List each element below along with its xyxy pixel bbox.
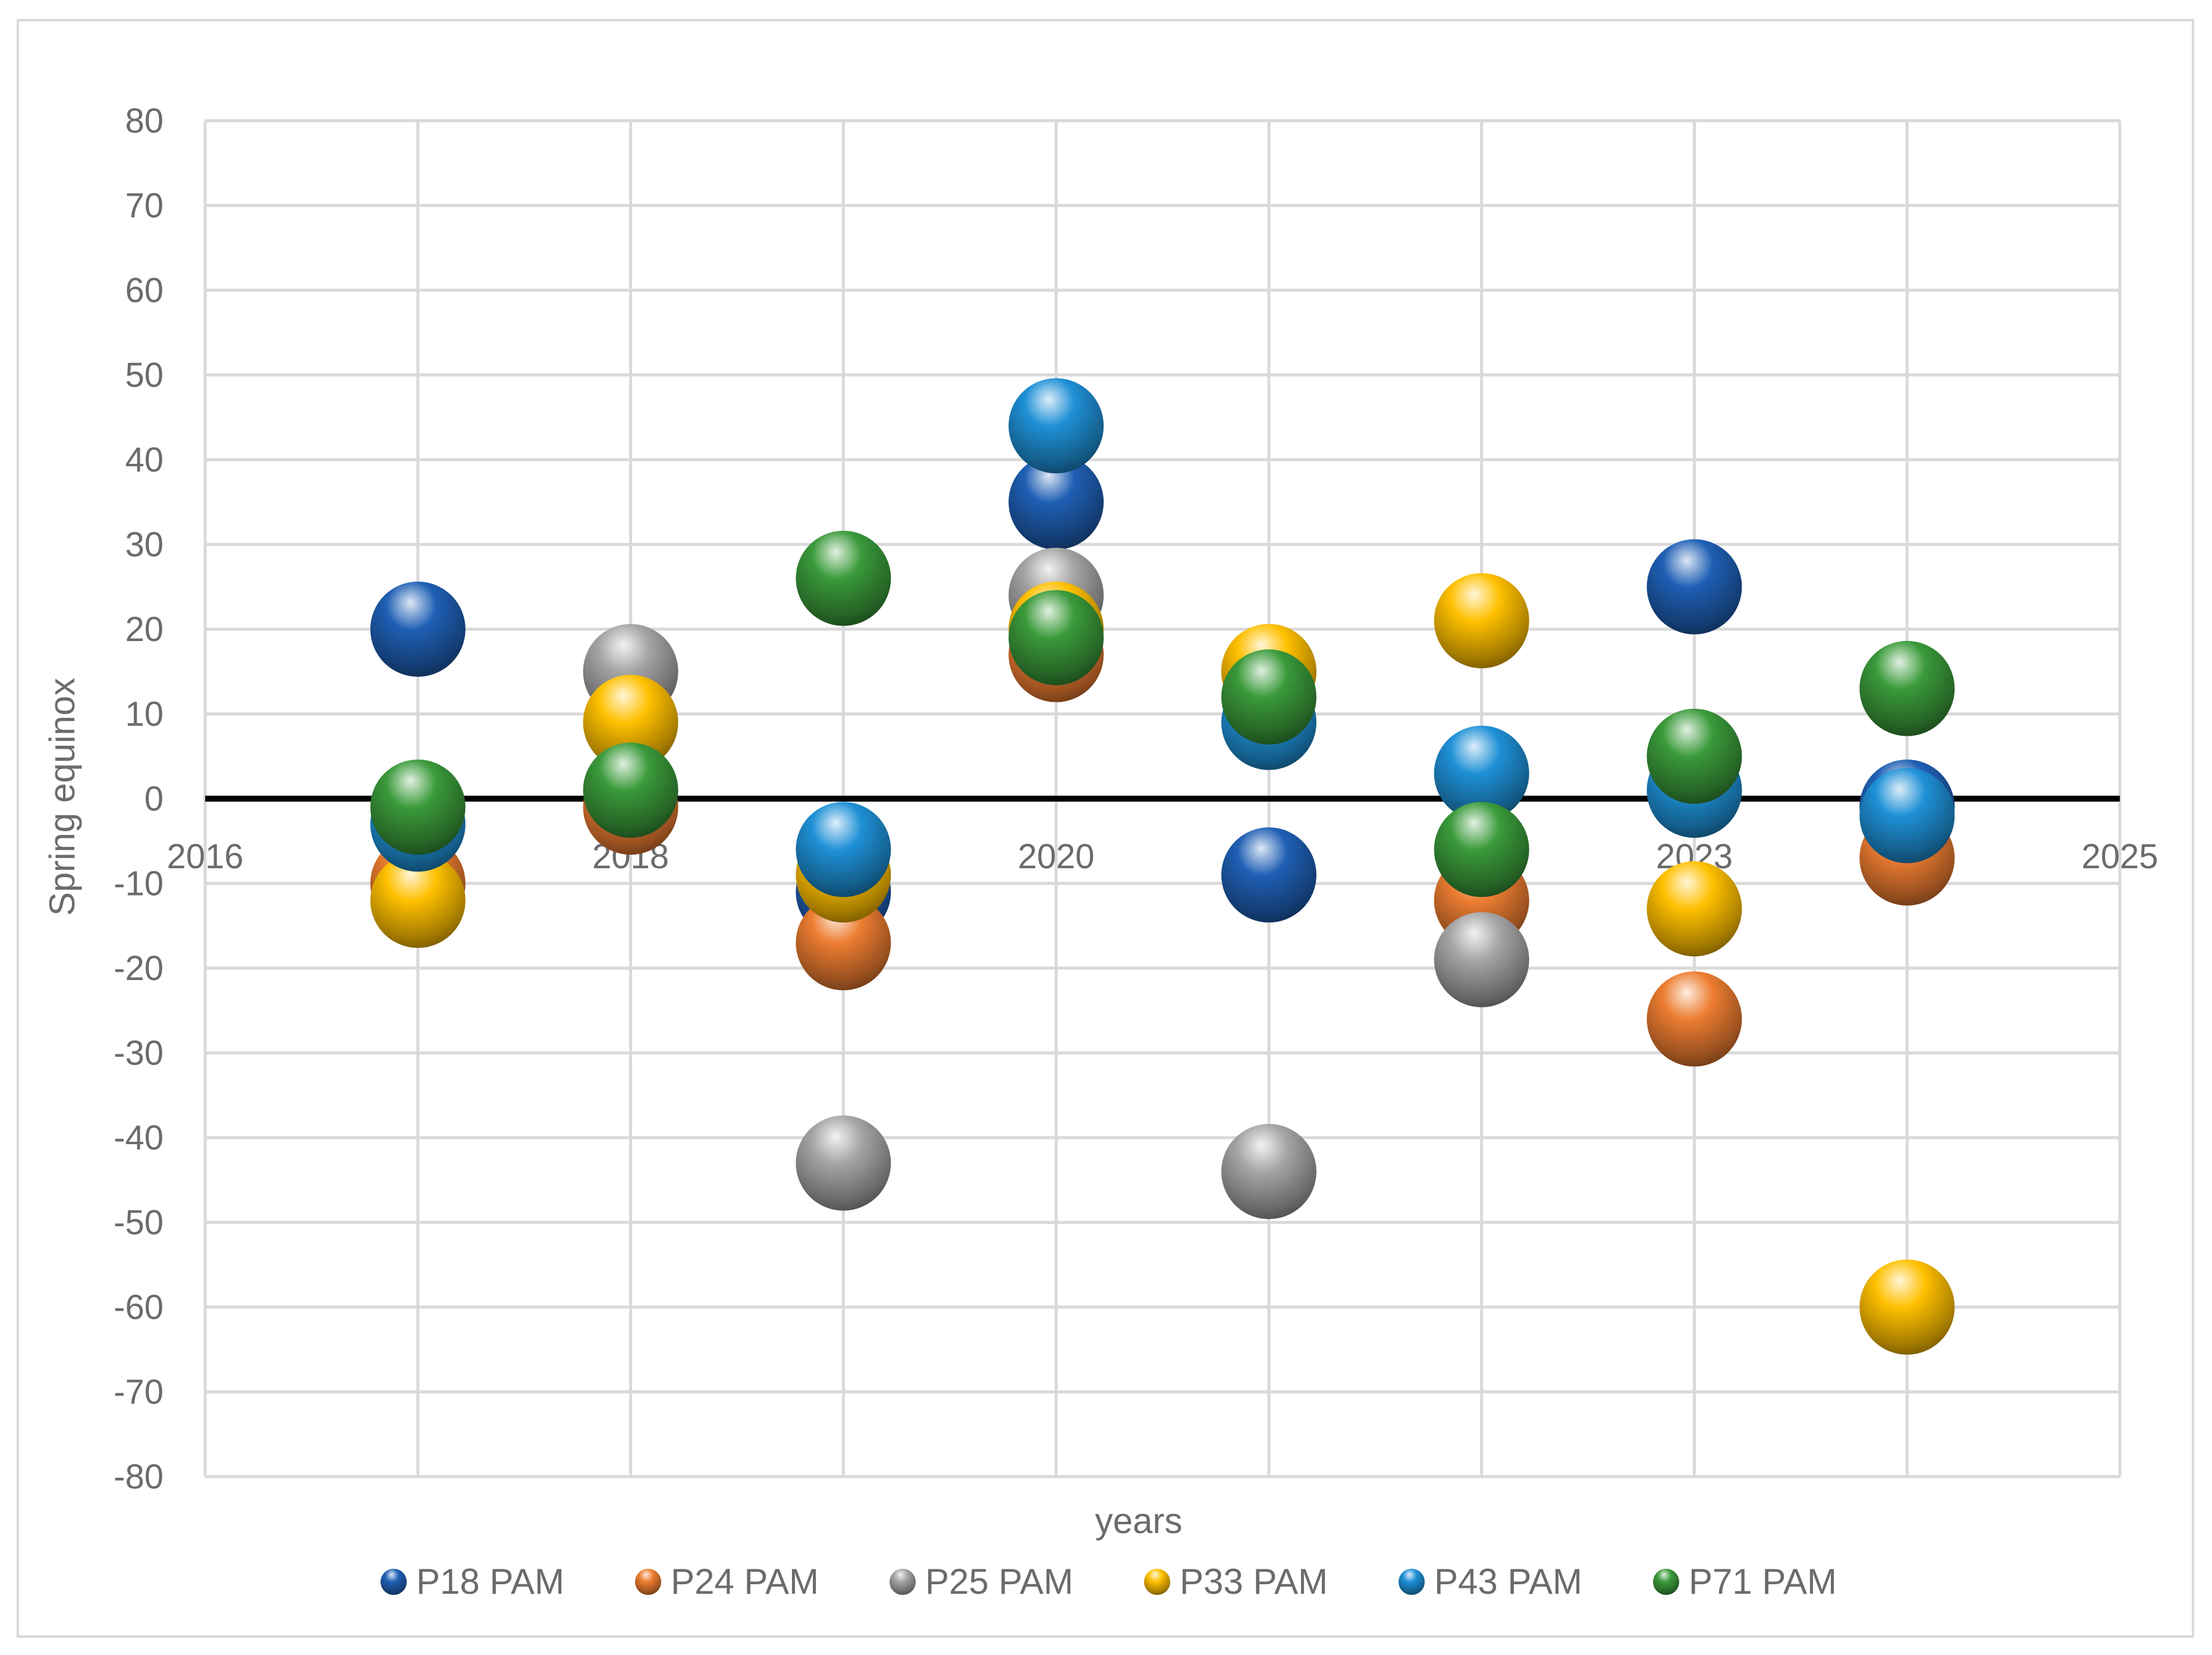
y-tick-label: -20	[114, 949, 164, 988]
data-point	[796, 895, 891, 991]
legend-label: P71 PAM	[1689, 1562, 1837, 1601]
y-tick-label: 40	[125, 441, 164, 479]
data-point	[1221, 1124, 1316, 1219]
y-tick-label: 60	[125, 271, 164, 310]
data-point	[1859, 768, 1955, 863]
data-point	[1647, 971, 1742, 1067]
legend-marker	[1653, 1569, 1679, 1595]
y-tick-label: 30	[125, 526, 164, 564]
y-tick-label: 50	[125, 356, 164, 395]
y-tick-label: 80	[125, 102, 164, 140]
data-point	[1647, 708, 1742, 804]
y-tick-label: -30	[114, 1034, 164, 1073]
data-point	[1221, 649, 1316, 745]
x-tick-label: 2016	[166, 837, 243, 876]
data-point	[1434, 573, 1529, 668]
y-axis-title: Spring equinox	[42, 678, 82, 916]
data-point	[1859, 1260, 1955, 1355]
y-tick-label: 10	[125, 695, 164, 734]
data-points	[370, 378, 1955, 1355]
legend-marker	[381, 1569, 407, 1595]
data-point	[1008, 590, 1104, 686]
data-point	[1434, 912, 1529, 1007]
data-point	[370, 853, 466, 948]
data-point	[1008, 454, 1104, 550]
x-tick-labels: 2016201720182019202020212022202320242025	[166, 837, 2158, 876]
x-axis-title: years	[1095, 1501, 1183, 1541]
x-tick-label: 2020	[1018, 837, 1095, 876]
data-point	[370, 582, 466, 677]
legend-label: P33 PAM	[1180, 1562, 1328, 1601]
legend-marker	[635, 1569, 661, 1595]
data-point	[1859, 640, 1955, 736]
legend-marker	[1144, 1569, 1170, 1595]
legend-label: P18 PAM	[416, 1562, 564, 1601]
data-point	[1008, 378, 1104, 473]
data-point	[1434, 802, 1529, 897]
x-tick-label: 2025	[2081, 837, 2158, 876]
data-point	[1434, 726, 1529, 821]
legend-label: P25 PAM	[925, 1562, 1073, 1601]
data-point	[583, 674, 678, 770]
legend: P18 PAM P24 PAM P25 PAM P33 PAM P43 PAM P71 P…	[381, 1562, 1837, 1601]
data-point	[796, 530, 891, 626]
y-tick-label: 20	[125, 610, 164, 649]
legend-marker	[890, 1569, 916, 1595]
legend-label: P24 PAM	[671, 1562, 819, 1601]
legend-marker	[1399, 1569, 1425, 1595]
data-point	[796, 1115, 891, 1211]
y-tick-label: -60	[114, 1288, 164, 1327]
y-tick-label: 70	[125, 187, 164, 225]
y-tick-label: -10	[114, 865, 164, 903]
legend-label: P43 PAM	[1434, 1562, 1582, 1601]
y-tick-labels: 80 70 60 50 40 30 20 10 0 -10 -20 -30 -40 -50 -60 -70 -8…	[114, 102, 164, 1496]
data-point	[1647, 539, 1742, 635]
y-tick-label: -40	[114, 1119, 164, 1157]
y-tick-label: -80	[114, 1458, 164, 1496]
y-tick-label: -50	[114, 1204, 164, 1242]
data-point	[1221, 827, 1316, 923]
data-point	[796, 802, 891, 897]
data-point	[370, 759, 466, 855]
data-point	[583, 742, 678, 838]
y-tick-label: -70	[114, 1373, 164, 1412]
data-point	[1647, 861, 1742, 957]
y-tick-label: 0	[144, 780, 164, 818]
